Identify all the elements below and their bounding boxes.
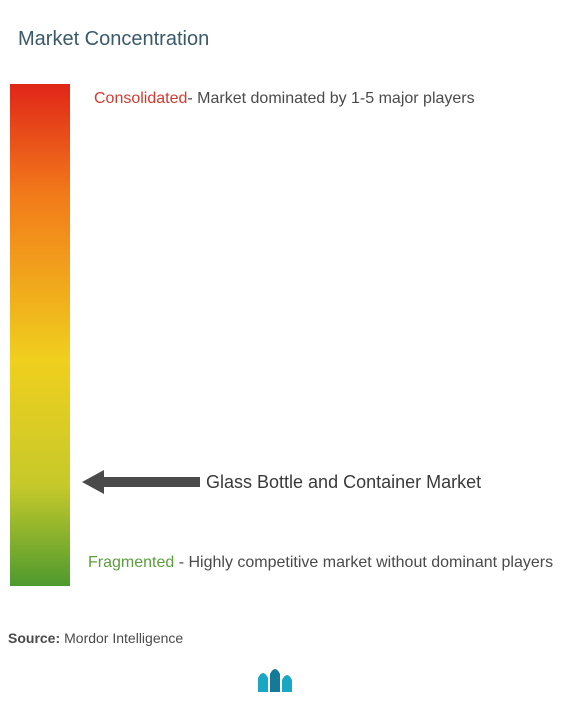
consolidated-text: - Market dominated by 1-5 major players: [187, 90, 474, 107]
source-line: Source:Mordor Intelligence: [8, 630, 183, 646]
consolidated-annotation: Consolidated- Market dominated by 1-5 ma…: [94, 88, 475, 110]
consolidated-highlight: Consolidated: [94, 90, 187, 107]
fragmented-text: - Highly competitive market without domi…: [174, 554, 553, 571]
gradient-rect: [10, 84, 70, 586]
source-label: Source:: [8, 630, 60, 646]
market-pointer: Glass Bottle and Container Market: [82, 470, 481, 494]
logo-bar-1: [258, 673, 268, 692]
source-value: Mordor Intelligence: [64, 630, 183, 646]
arrow-shape: [82, 470, 200, 494]
logo-bar-3: [282, 675, 292, 692]
page-title: Market Concentration: [18, 28, 209, 51]
market-pointer-label: Glass Bottle and Container Market: [206, 472, 481, 493]
concentration-gradient-bar: [10, 84, 70, 586]
arrow-left-icon: [82, 470, 200, 494]
fragmented-annotation: Fragmented - Highly competitive market w…: [88, 546, 575, 580]
brand-logo-icon: [258, 668, 298, 697]
fragmented-highlight: Fragmented: [88, 554, 174, 571]
logo-bar-2: [270, 669, 280, 692]
